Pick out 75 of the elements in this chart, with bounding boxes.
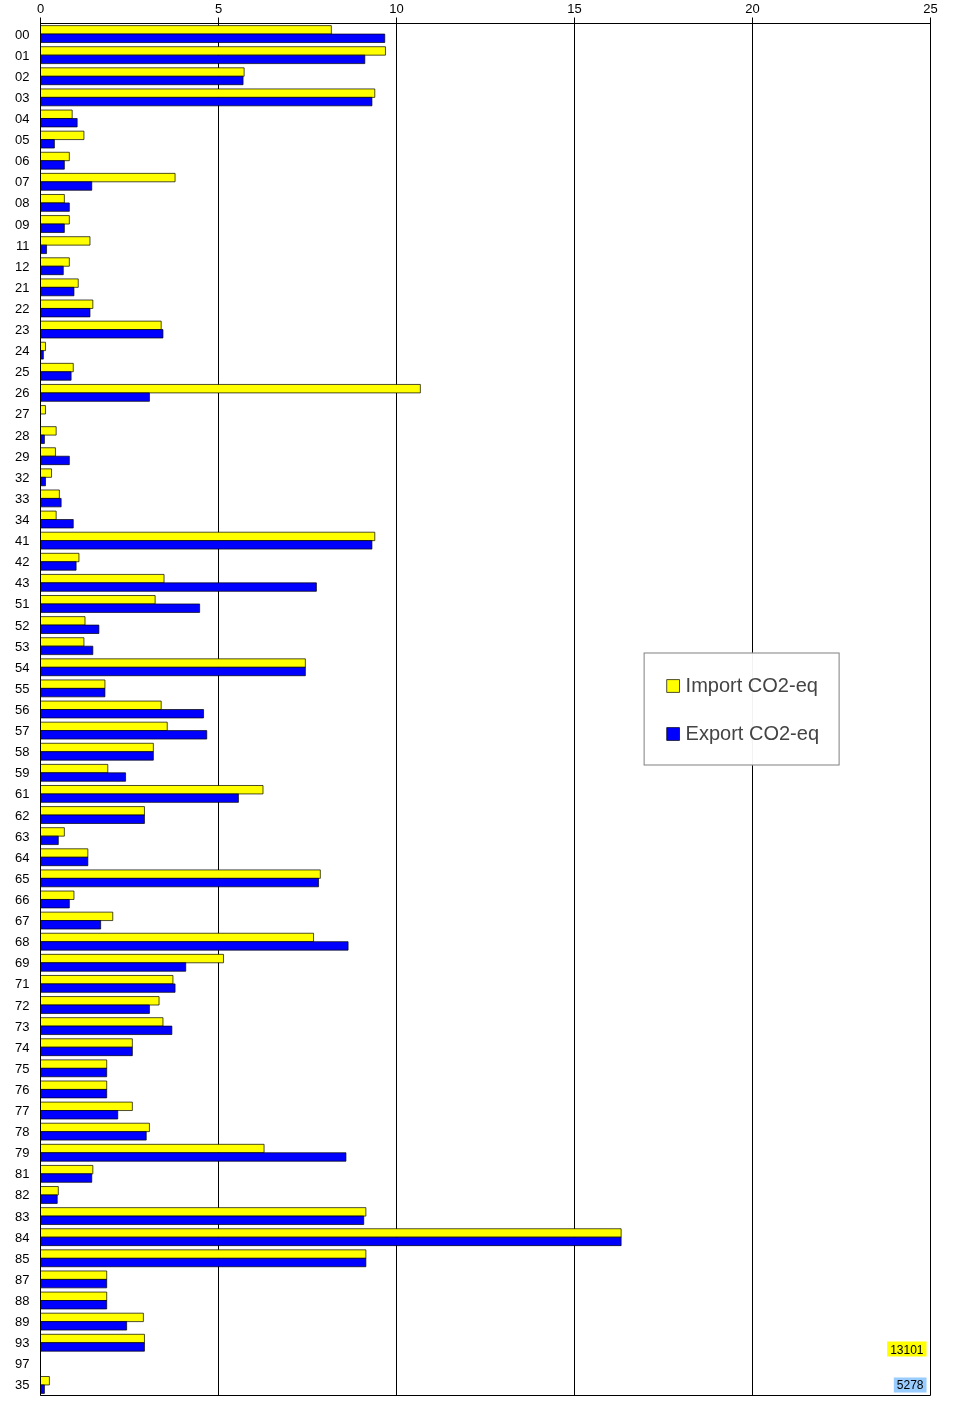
y-tick-label: 93	[15, 1335, 30, 1351]
y-tick-label: 35	[15, 1377, 30, 1393]
y-tick-label: 73	[15, 1018, 30, 1034]
y-tick-label: 34	[15, 512, 30, 528]
y-tick-label: 22	[15, 300, 30, 316]
y-tick-label: 82	[15, 1187, 30, 1203]
y-tick-label: 04	[15, 110, 30, 126]
y-tick-label: 55	[15, 680, 30, 696]
y-tick-label: 79	[15, 1145, 30, 1161]
y-tick-label: 61	[15, 786, 30, 802]
y-tick-label: 05	[15, 132, 30, 148]
y-tick-label: 27	[15, 406, 30, 422]
y-tick-label: 52	[15, 617, 30, 633]
y-tick-label: 11	[16, 237, 30, 253]
x-tick-label: 15	[567, 0, 582, 16]
y-tick-label: 24	[15, 343, 30, 359]
y-tick-label: 42	[15, 554, 30, 570]
legend-label: Import CO2-eq	[685, 673, 818, 697]
y-tick-label: 59	[15, 765, 30, 781]
y-tick-label: 87	[15, 1271, 30, 1287]
y-tick-label: 83	[15, 1208, 30, 1224]
y-tick-label: 88	[15, 1293, 30, 1309]
y-tick-label: 28	[15, 427, 30, 443]
y-tick-label: 03	[15, 89, 30, 105]
y-tick-label: 75	[15, 1060, 30, 1076]
y-tick-label: 78	[15, 1124, 30, 1140]
y-tick-label: 21	[15, 279, 30, 295]
annotation: 13101	[890, 1342, 924, 1357]
y-tick-label: 07	[15, 174, 30, 190]
x-tick-label: 25	[923, 0, 938, 16]
y-tick-label: 97	[15, 1356, 30, 1372]
y-tick-label: 76	[15, 1081, 30, 1097]
y-tick-label: 41	[15, 533, 30, 549]
y-tick-label: 08	[15, 195, 30, 211]
y-tick-label: 54	[15, 659, 30, 675]
x-tick-label: 0	[36, 0, 45, 16]
y-tick-label: 65	[15, 870, 30, 886]
y-tick-label: 51	[15, 596, 30, 612]
y-tick-label: 74	[15, 1039, 30, 1055]
y-tick-label: 00	[15, 26, 30, 42]
y-tick-label: 85	[15, 1250, 30, 1266]
y-tick-label: 53	[15, 638, 30, 654]
y-tick-label: 64	[15, 849, 30, 865]
y-tick-label: 66	[15, 891, 30, 907]
x-tick-label: 5	[214, 0, 223, 16]
y-tick-label: 26	[15, 385, 30, 401]
y-tick-label: 84	[15, 1229, 30, 1245]
y-tick-label: 23	[15, 322, 30, 338]
y-tick-label: 68	[15, 934, 30, 950]
y-tick-label: 89	[15, 1314, 30, 1330]
legend-label: Export CO2-eq	[685, 721, 819, 745]
y-tick-label: 29	[15, 448, 30, 464]
y-tick-label: 71	[15, 976, 30, 992]
y-tick-label: 25	[15, 364, 30, 380]
y-tick-label: 56	[15, 702, 30, 717]
x-tick-label: 10	[389, 0, 404, 16]
y-tick-label: 81	[15, 1166, 30, 1182]
y-tick-label: 58	[15, 744, 30, 760]
x-tick-label: 20	[745, 0, 760, 16]
y-tick-label: 12	[15, 258, 30, 274]
annotation: 5278	[896, 1378, 924, 1393]
y-tick-label: 67	[15, 913, 30, 929]
y-tick-label: 63	[15, 828, 30, 844]
y-tick-label: 43	[15, 575, 30, 591]
y-tick-label: 77	[15, 1103, 30, 1119]
y-tick-label: 62	[15, 807, 30, 823]
y-tick-label: 01	[15, 47, 30, 63]
y-tick-label: 72	[15, 997, 30, 1013]
y-tick-label: 09	[15, 216, 30, 232]
y-tick-label: 02	[15, 68, 30, 84]
y-tick-label: 06	[15, 153, 30, 169]
y-tick-label: 57	[15, 723, 30, 739]
y-tick-label: 69	[15, 955, 30, 971]
y-tick-label: 33	[15, 490, 30, 506]
y-tick-label: 32	[15, 469, 30, 485]
